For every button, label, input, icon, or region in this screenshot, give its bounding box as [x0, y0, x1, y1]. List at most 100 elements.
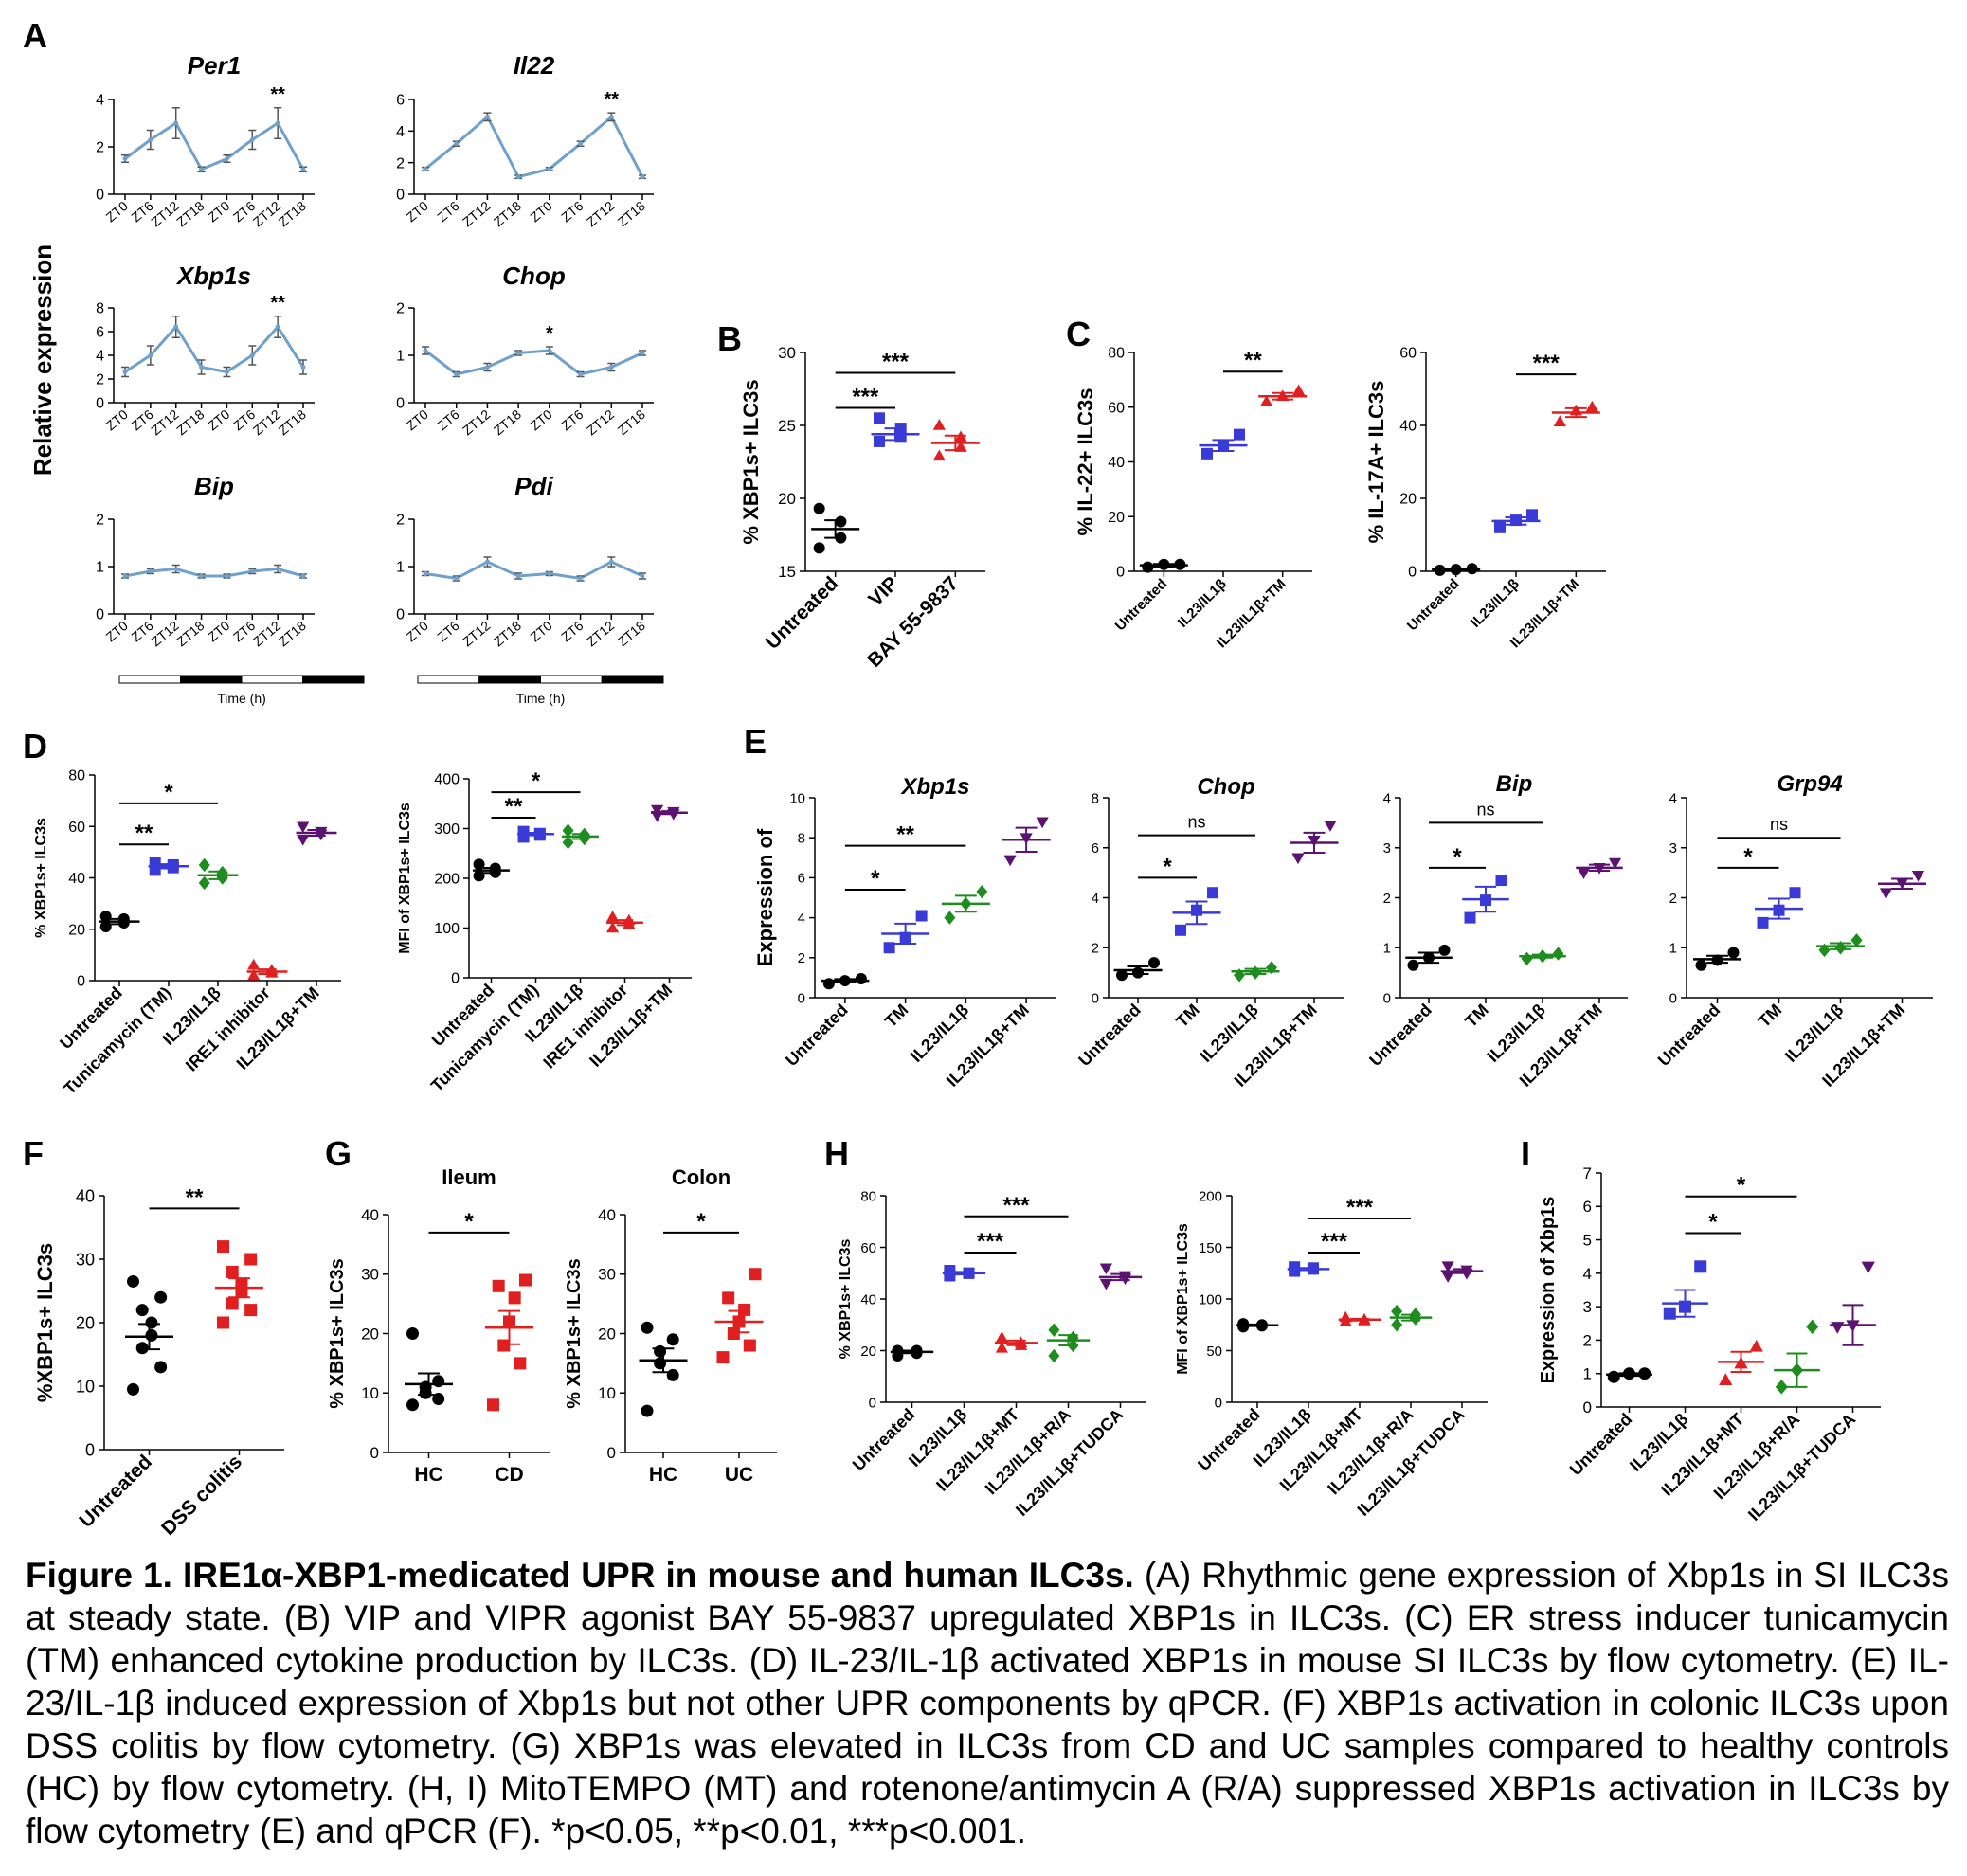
data-point — [1142, 561, 1154, 573]
x-tick-label: ZT0 — [404, 198, 432, 225]
caption-title: Figure 1. IRE1α-XBP1-medicated UPR in mo… — [26, 1556, 1134, 1595]
data-point — [244, 1253, 258, 1266]
y-tick-label: 20 — [1108, 510, 1125, 526]
x-tick-label: UC — [725, 1464, 753, 1486]
significance-label: ** — [1244, 348, 1262, 373]
data-point — [514, 1357, 527, 1370]
data-point — [454, 141, 460, 147]
y-tick-label: 30 — [778, 344, 796, 362]
data-point — [297, 821, 310, 834]
significance-label: ** — [186, 1184, 204, 1210]
data-point — [727, 1327, 740, 1340]
chart-title: Ileum — [442, 1165, 496, 1189]
y-tick-label: 0 — [96, 607, 104, 623]
x-tick-label: Untreated — [1365, 1001, 1435, 1071]
light-dark-bar — [241, 675, 303, 684]
x-tick-label: ZT0 — [205, 406, 233, 433]
data-point — [1116, 969, 1128, 982]
data-point — [562, 823, 574, 838]
data-point — [995, 1341, 1008, 1353]
data-point — [122, 573, 128, 579]
y-tick-label: 8 — [96, 301, 104, 317]
x-tick-label: ZT12 — [250, 618, 283, 649]
significance-label: * — [532, 768, 541, 794]
y-axis-label: Expression of — [753, 828, 777, 966]
data-point — [145, 1328, 158, 1342]
data-point — [1175, 924, 1186, 936]
x-tick-label: ZT18 — [173, 406, 207, 438]
data-point — [148, 137, 153, 142]
y-tick-label: 1 — [396, 560, 405, 576]
y-tick-label: 2 — [96, 513, 104, 529]
data-point — [1291, 853, 1305, 865]
x-tick-label: Untreated — [1566, 1410, 1636, 1480]
y-tick-label: 10 — [76, 1377, 95, 1396]
x-tick-label: ZT12 — [460, 618, 493, 649]
y-tick-label: 20 — [1399, 492, 1417, 508]
light-dark-bar — [478, 675, 541, 684]
x-tick-label: HC — [414, 1464, 442, 1486]
x-tick-label: ZT12 — [584, 406, 617, 438]
data-point — [226, 1297, 239, 1310]
data-point — [275, 324, 280, 330]
x-tick-label: ZT12 — [148, 198, 181, 229]
data-point — [1003, 855, 1017, 867]
y-tick-label: 80 — [68, 768, 85, 785]
data-point — [666, 1333, 679, 1346]
data-point — [487, 1398, 499, 1412]
chart-H1: 020406080UntreatedIL23/IL1βIL23/IL1β+MTI… — [838, 1188, 1146, 1520]
x-tick-label: ZT0 — [527, 198, 555, 225]
y-axis-label: % IL-17A+ ILC3s — [1364, 381, 1388, 544]
data-point — [1526, 509, 1538, 521]
data-point — [454, 576, 460, 581]
data-point — [650, 804, 664, 817]
data-point — [944, 1265, 956, 1277]
x-tick-label: ZT18 — [276, 618, 309, 649]
data-point — [1775, 1380, 1788, 1395]
data-point — [1850, 933, 1863, 947]
light-dark-bar — [302, 675, 365, 684]
data-point — [641, 1404, 654, 1417]
y-tick-label: 0 — [451, 971, 460, 987]
chart-title: Il22 — [514, 51, 555, 80]
data-point — [275, 120, 280, 126]
chart-title: Xbp1s — [175, 262, 251, 290]
y-tick-label: 0 — [96, 188, 104, 204]
significance-mark: ** — [270, 293, 285, 314]
x-tick-label: IRE1 inhibitor — [182, 983, 274, 1075]
data-point — [515, 573, 521, 579]
x-tick-label: ZT12 — [250, 198, 283, 229]
significance-label: * — [1708, 1210, 1718, 1236]
y-axis-label: % XBP1s+ ILC3s — [327, 1258, 348, 1408]
data-point — [217, 1316, 229, 1329]
y-tick-label: 2 — [1383, 891, 1391, 907]
data-point — [578, 371, 584, 377]
data-point — [1036, 817, 1049, 829]
x-tick-label: ZT18 — [491, 618, 524, 649]
data-point — [249, 137, 255, 142]
data-point — [578, 576, 584, 581]
y-tick-label: 10 — [361, 1384, 379, 1402]
data-point — [855, 972, 867, 984]
data-point — [666, 1368, 679, 1381]
data-point — [813, 502, 825, 514]
panel-letter-E: E — [744, 722, 767, 761]
significance-label: * — [1453, 844, 1462, 870]
data-point — [515, 174, 521, 180]
y-tick-label: 200 — [1199, 1188, 1222, 1204]
light-dark-bar — [417, 675, 480, 684]
x-tick-label: ZT12 — [584, 198, 617, 229]
data-point — [944, 911, 956, 925]
x-tick-label: Untreated — [1074, 1001, 1145, 1071]
x-tick-label: TM — [1172, 1001, 1203, 1032]
data-point — [199, 167, 205, 172]
significance-label: ** — [505, 794, 523, 820]
data-point — [738, 1303, 751, 1316]
light-dark-bar — [601, 675, 664, 684]
caption-body: (A) Rhythmic gene expression of Xbp1s in… — [26, 1556, 1949, 1850]
data-point — [122, 370, 128, 374]
y-tick-label: 40 — [1399, 419, 1417, 435]
y-tick-label: 40 — [1108, 455, 1125, 471]
x-tick-label: CD — [495, 1464, 523, 1486]
